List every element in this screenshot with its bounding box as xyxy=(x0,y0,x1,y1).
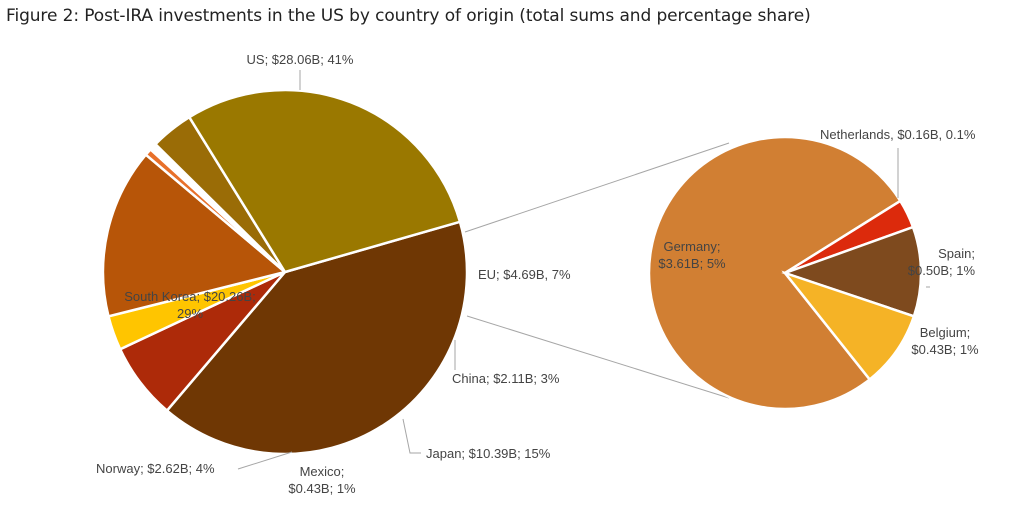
sub-slice-belgium xyxy=(781,270,916,382)
label-south-korea: South Korea; $20.26B; 29% xyxy=(124,289,256,321)
slice-labels: US; $28.06B; 41% EU; $4.69B, 7% China; $2.… xyxy=(96,52,979,496)
label-spain: Spain; $0.50B; 1% xyxy=(908,246,976,278)
main-slice-south-korea xyxy=(187,88,462,274)
main-slice-japan xyxy=(101,152,288,318)
leader-norway xyxy=(237,451,293,470)
main-slice-us xyxy=(165,220,469,456)
main-pie xyxy=(101,88,469,456)
label-us: US; $28.06B; 41% xyxy=(247,52,354,67)
label-japan: Japan; $10.39B; 15% xyxy=(426,446,551,461)
label-eu: EU; $4.69B, 7% xyxy=(478,267,571,282)
connector-lines xyxy=(464,142,730,399)
secondary-pie xyxy=(647,135,923,411)
label-netherlands: Netherlands, $0.16B, 0.1% xyxy=(820,127,976,142)
label-germany: Germany; $3.61B; 5% xyxy=(658,239,726,271)
sub-slice-spain xyxy=(781,225,923,318)
label-belgium: Belgium; $0.43B; 1% xyxy=(911,325,979,357)
label-mexico: Mexico; $0.43B; 1% xyxy=(288,464,356,496)
connector-line-top xyxy=(464,142,730,233)
label-norway: Norway; $2.62B; 4% xyxy=(96,461,215,476)
leader-japan xyxy=(402,418,421,454)
connector-line-bottom xyxy=(466,315,730,399)
label-china: China; $2.11B; 3% xyxy=(452,371,560,386)
chart-title: Figure 2: Post-IRA investments in the US… xyxy=(6,6,811,26)
